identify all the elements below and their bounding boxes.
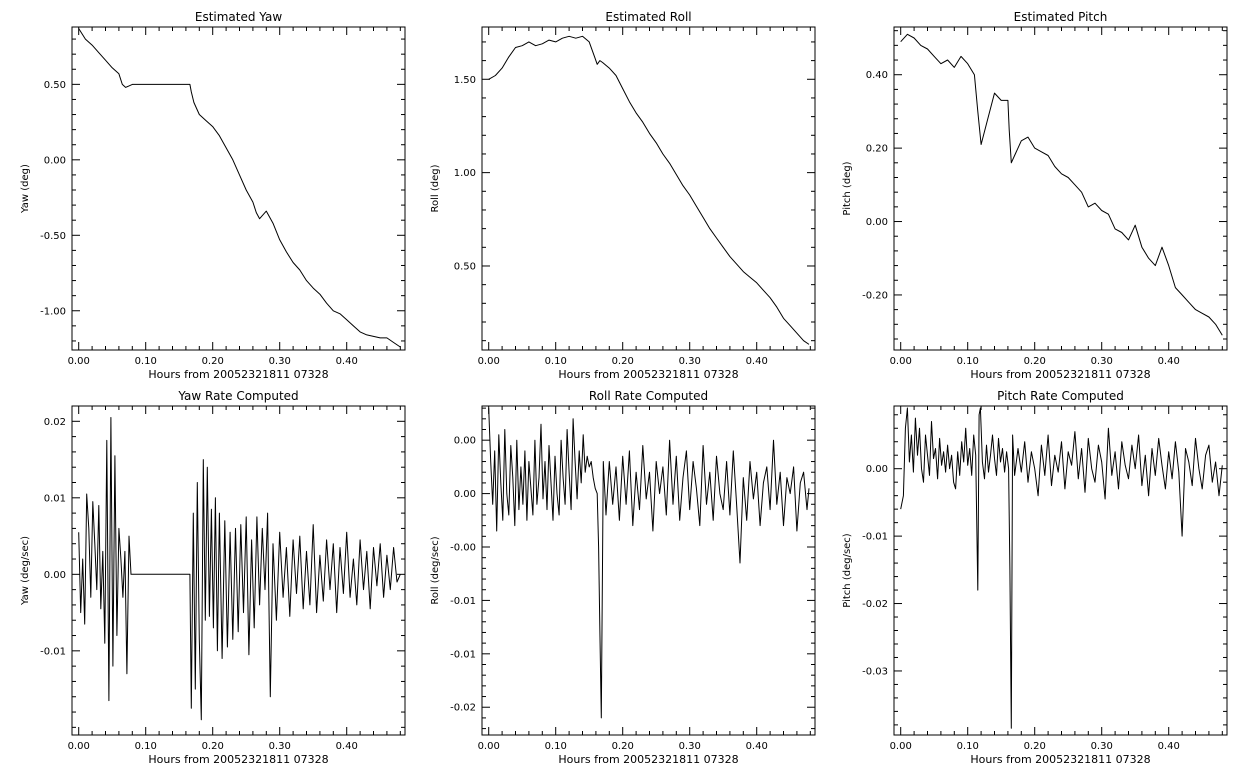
x-tick-label: 0.20	[612, 356, 634, 367]
x-tick-label: 0.40	[1158, 741, 1180, 752]
plot-frame	[71, 405, 406, 736]
y-tick-label: -0.02	[862, 599, 888, 610]
x-tick-label: 0.30	[269, 356, 291, 367]
x-tick-label: 0.40	[1158, 356, 1180, 367]
series-line-1	[900, 33, 1223, 336]
plot-frame	[481, 405, 816, 736]
plot-frame	[893, 405, 1228, 736]
x-tick-label: 0.40	[336, 356, 358, 367]
x-tick-label: 0.40	[746, 356, 768, 367]
x-tick-label: 0.30	[679, 741, 701, 752]
y-tick-label: -0.01	[862, 532, 888, 543]
y-tick-label: 0.02	[44, 417, 66, 428]
chart-panel-1: Estimated Yaw Hours from 20052321811 0732…	[20, 10, 406, 381]
x-tick-label: 0.30	[1091, 356, 1113, 367]
chart-title: Pitch Rate Computed	[997, 389, 1124, 403]
x-tick-label: 0.20	[1024, 741, 1046, 752]
x-axis-label: Hours from 20052321811 07328	[148, 368, 328, 381]
y-axis-label: Roll (deg)	[430, 164, 441, 212]
y-tick-label: 1.00	[454, 168, 476, 179]
x-tick-label: 0.10	[135, 356, 157, 367]
chart-title: Estimated Pitch	[1014, 10, 1108, 24]
chart-title: Estimated Roll	[605, 10, 691, 24]
chart-panel-5: Roll Rate Computed Hours from 20052321811…	[430, 389, 816, 766]
y-axis-label: Yaw (deg/sec)	[20, 536, 31, 606]
y-tick-label: 0.00	[454, 489, 476, 500]
x-tick-label: 0.00	[68, 356, 90, 367]
y-tick-label: -0.01	[40, 646, 66, 657]
plot-frame	[71, 26, 406, 351]
x-axis-label: Hours from 20052321811 07328	[148, 753, 328, 766]
y-tick-label: -0.50	[40, 231, 66, 242]
x-tick-label: 0.00	[478, 741, 500, 752]
y-tick-label: -1.00	[40, 306, 66, 317]
plot-frame	[481, 26, 816, 351]
y-tick-label: 0.00	[866, 217, 888, 228]
y-tick-label: -0.02	[450, 703, 476, 714]
x-tick-label: 0.00	[890, 356, 912, 367]
x-axis-label: Hours from 20052321811 07328	[970, 368, 1150, 381]
y-tick-label: 0.20	[866, 144, 888, 155]
chart-panel-4: Yaw Rate Computed Hours from 20052321811 …	[20, 389, 406, 766]
x-tick-label: 0.20	[202, 356, 224, 367]
y-axis-label: Pitch (deg/sec)	[842, 533, 853, 608]
x-tick-label: 0.00	[890, 741, 912, 752]
series-line-1	[488, 35, 810, 345]
series-line-1	[488, 408, 810, 719]
x-tick-label: 0.40	[336, 741, 358, 752]
x-tick-label: 0.10	[135, 741, 157, 752]
series-line-1	[78, 28, 401, 348]
y-tick-label: 0.50	[454, 261, 476, 272]
y-axis-label: Pitch (deg)	[842, 161, 853, 215]
y-tick-label: -0.20	[862, 290, 888, 301]
y-tick-label: 0.40	[866, 70, 888, 81]
y-tick-label: -0.03	[862, 666, 888, 677]
y-tick-label: 1.50	[454, 75, 476, 86]
chart-panel-3: Estimated Pitch Hours from 20052321811 07…	[842, 10, 1228, 381]
series-line-1	[78, 417, 401, 721]
plot-frame	[893, 26, 1228, 351]
x-tick-label: 0.30	[269, 741, 291, 752]
x-tick-label: 0.10	[957, 741, 979, 752]
x-tick-label: 0.10	[545, 356, 567, 367]
chart-title: Estimated Yaw	[195, 10, 282, 24]
y-tick-label: 0.01	[44, 493, 66, 504]
chart-panel-2: Estimated Roll Hours from 20052321811 073…	[430, 10, 816, 381]
x-axis-label: Hours from 20052321811 07328	[558, 368, 738, 381]
y-axis-label: Yaw (deg)	[20, 164, 31, 214]
y-tick-label: 0.00	[44, 155, 66, 166]
x-tick-label: 0.10	[957, 356, 979, 367]
x-tick-label: 0.30	[679, 356, 701, 367]
y-tick-label: -0.00	[450, 543, 476, 554]
x-axis-label: Hours from 20052321811 07328	[970, 753, 1150, 766]
y-tick-label: -0.01	[450, 649, 476, 660]
y-tick-label: 0.00	[454, 436, 476, 447]
x-tick-label: 0.20	[202, 741, 224, 752]
chart-panel-6: Pitch Rate Computed Hours from 2005232181…	[842, 389, 1228, 766]
series-line-1	[900, 407, 1223, 729]
y-axis-label: Roll (deg/sec)	[430, 536, 441, 604]
chart-title: Yaw Rate Computed	[177, 389, 298, 403]
x-tick-label: 0.00	[68, 741, 90, 752]
y-tick-label: 0.00	[44, 570, 66, 581]
x-axis-label: Hours from 20052321811 07328	[558, 753, 738, 766]
x-tick-label: 0.00	[478, 356, 500, 367]
y-tick-label: 0.00	[866, 464, 888, 475]
chart-title: Roll Rate Computed	[589, 389, 708, 403]
x-tick-label: 0.40	[746, 741, 768, 752]
x-tick-label: 0.20	[612, 741, 634, 752]
x-tick-label: 0.20	[1024, 356, 1046, 367]
y-tick-label: -0.01	[450, 596, 476, 607]
x-tick-label: 0.10	[545, 741, 567, 752]
y-tick-label: 0.50	[44, 80, 66, 91]
x-tick-label: 0.30	[1091, 741, 1113, 752]
